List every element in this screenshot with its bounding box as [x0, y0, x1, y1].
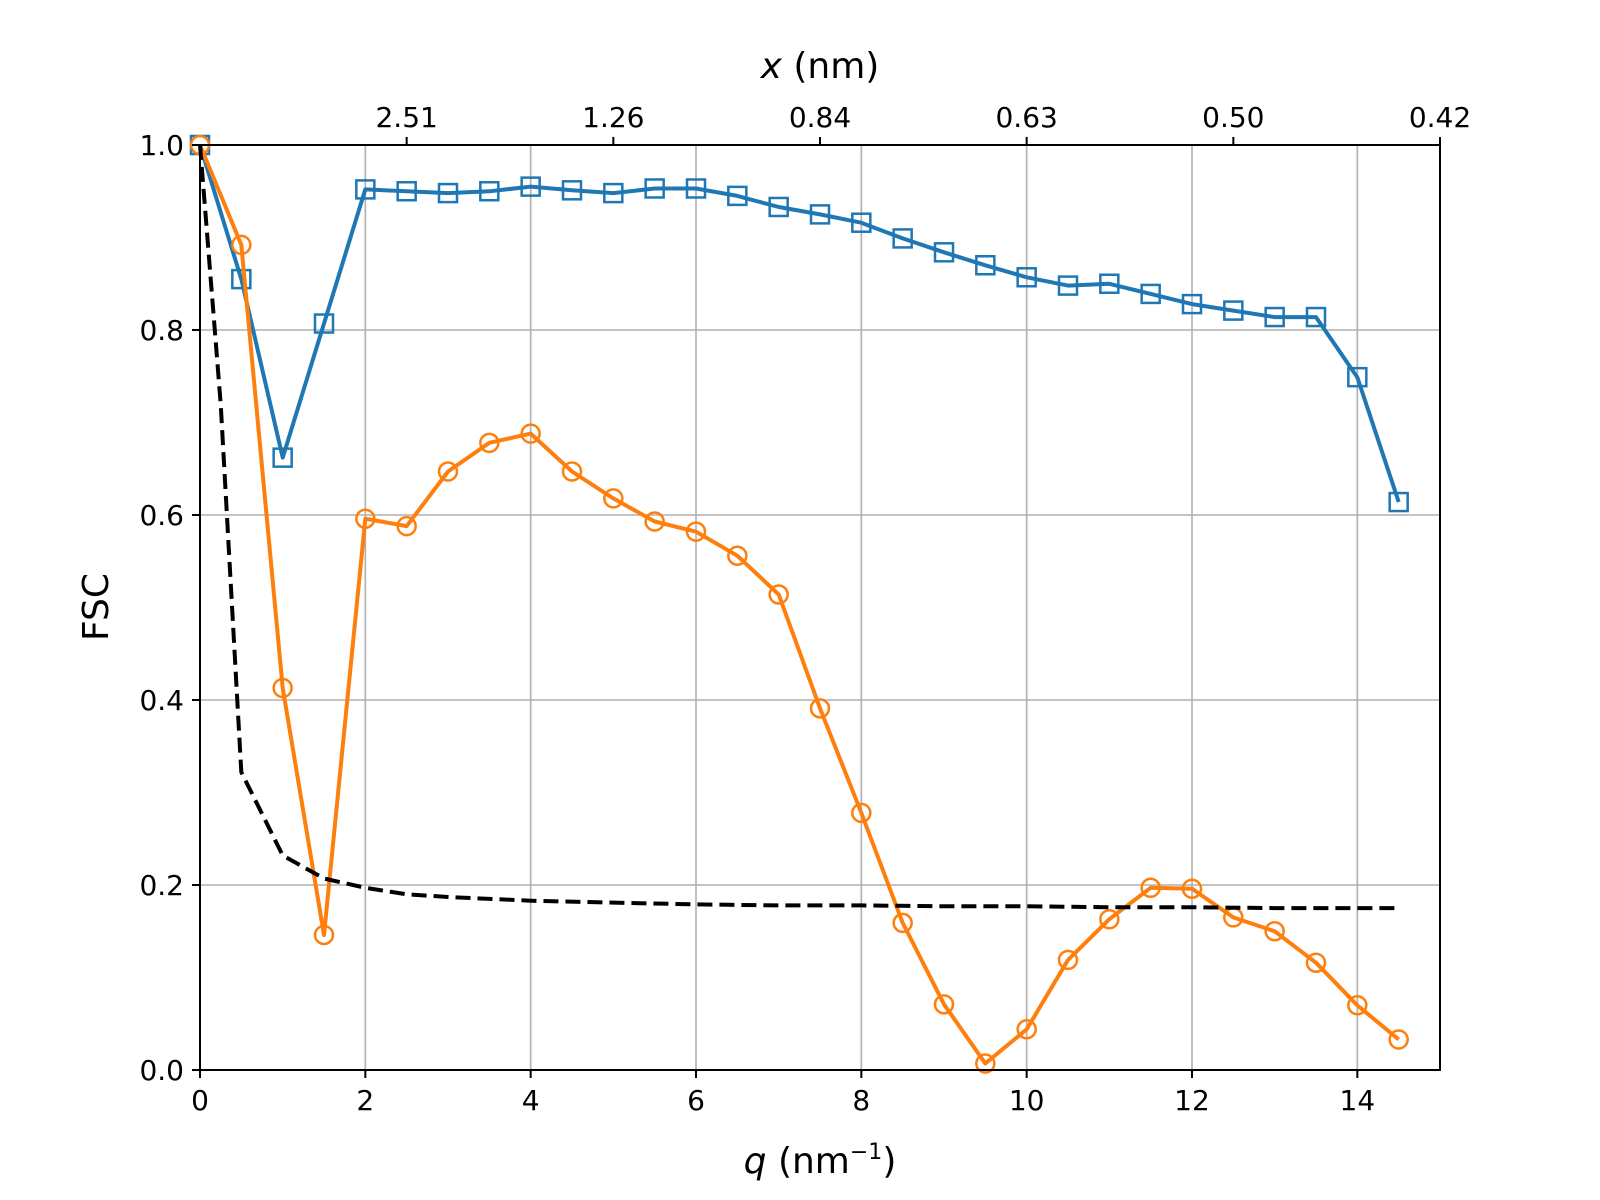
square-marker [644, 178, 665, 199]
top-axis-label: x (nm) [760, 46, 880, 87]
y-tick-label: 0.8 [139, 314, 184, 347]
x-tick-label: 8 [852, 1084, 870, 1117]
square-marker [1264, 306, 1285, 328]
square-marker [313, 313, 335, 334]
square-marker [479, 181, 500, 202]
square-marker [768, 196, 789, 218]
circle-marker [1181, 878, 1203, 899]
square-marker [1140, 283, 1161, 305]
circle-marker [685, 521, 707, 542]
x-tick-label: 14 [1340, 1084, 1376, 1117]
x-tick-label: 12 [1174, 1084, 1210, 1117]
top-tick-label: 0.63 [995, 101, 1057, 134]
series-0 [189, 134, 1409, 513]
circle-marker [272, 677, 293, 699]
square-marker [1181, 293, 1203, 315]
square-marker [1388, 491, 1409, 513]
x-tick-label: 4 [522, 1084, 540, 1117]
circle-marker [851, 802, 872, 824]
series-line [198, 144, 1399, 911]
circle-marker [1140, 877, 1161, 899]
square-marker [437, 182, 459, 204]
square-marker [603, 182, 624, 204]
square-marker [1099, 273, 1120, 294]
circle-marker [313, 924, 335, 946]
grid [199, 144, 1440, 1071]
top-tick-label: 0.50 [1202, 101, 1264, 134]
circle-marker [1016, 1019, 1037, 1040]
circle-marker [355, 508, 376, 529]
top-tick-label: 2.51 [375, 101, 437, 134]
circle-marker [1388, 1029, 1409, 1050]
circle-marker [809, 698, 831, 719]
x-tick-label: 0 [191, 1084, 209, 1117]
circle-marker [1264, 921, 1285, 942]
y-tick-label: 0.6 [139, 499, 184, 532]
circle-marker [396, 515, 417, 537]
circle-marker [1347, 995, 1368, 1016]
circle-marker [520, 423, 541, 444]
square-marker [1347, 366, 1368, 388]
square-marker [933, 242, 955, 263]
circle-marker [727, 545, 748, 566]
circle-marker [892, 912, 913, 934]
top-tick-label: 0.42 [1409, 101, 1471, 134]
square-marker [1057, 275, 1079, 296]
y-tick-label: 0.2 [139, 869, 184, 902]
square-marker [892, 228, 913, 249]
square-marker [231, 268, 252, 290]
circle-marker [644, 511, 665, 532]
square-marker [1305, 306, 1327, 328]
circle-marker [1305, 952, 1327, 973]
square-marker [396, 181, 417, 202]
square-marker [520, 176, 541, 197]
series-line [198, 144, 1401, 503]
series-layer [189, 134, 1409, 1074]
square-marker [975, 255, 996, 276]
x-tick-label: 10 [1009, 1084, 1045, 1117]
series-line [198, 144, 1400, 1066]
circle-marker [561, 461, 583, 482]
circle-marker [603, 488, 624, 509]
square-marker [561, 180, 583, 201]
square-marker [272, 447, 293, 468]
circle-marker [768, 584, 789, 605]
circle-marker [1057, 949, 1079, 971]
square-marker [727, 185, 748, 207]
square-marker [809, 204, 831, 225]
circle-marker [975, 1053, 996, 1074]
x-axis-label: q (nm−1) [744, 1140, 897, 1182]
top-tick-label: 1.26 [582, 101, 644, 134]
top-tick-label: 0.84 [789, 101, 851, 134]
square-marker [1016, 267, 1037, 288]
circle-marker [231, 234, 252, 256]
square-marker [1223, 300, 1244, 321]
y-tick-label: 0.4 [139, 684, 184, 717]
plot-frame [199, 144, 1441, 1071]
circle-marker [479, 432, 500, 454]
x-tick-label: 6 [687, 1084, 705, 1117]
y-tick-label: 0.0 [139, 1054, 184, 1087]
y-tick-label: 1.0 [139, 129, 184, 162]
circle-marker [437, 461, 459, 482]
circle-marker [1099, 908, 1120, 930]
ticks: 0 2 4 6 8 10 12 14 0.0 0.2 0.4 0.6 0.8 1.0 2.51 1.26 0.8… [139, 101, 1471, 1117]
y-axis-label: FSC [76, 573, 117, 641]
square-marker [685, 178, 707, 199]
series-2 [198, 144, 1399, 911]
x-tick-label: 2 [356, 1084, 374, 1117]
square-marker [355, 179, 376, 200]
circle-marker [933, 994, 955, 1015]
series-1 [189, 134, 1409, 1074]
square-marker [851, 212, 872, 233]
